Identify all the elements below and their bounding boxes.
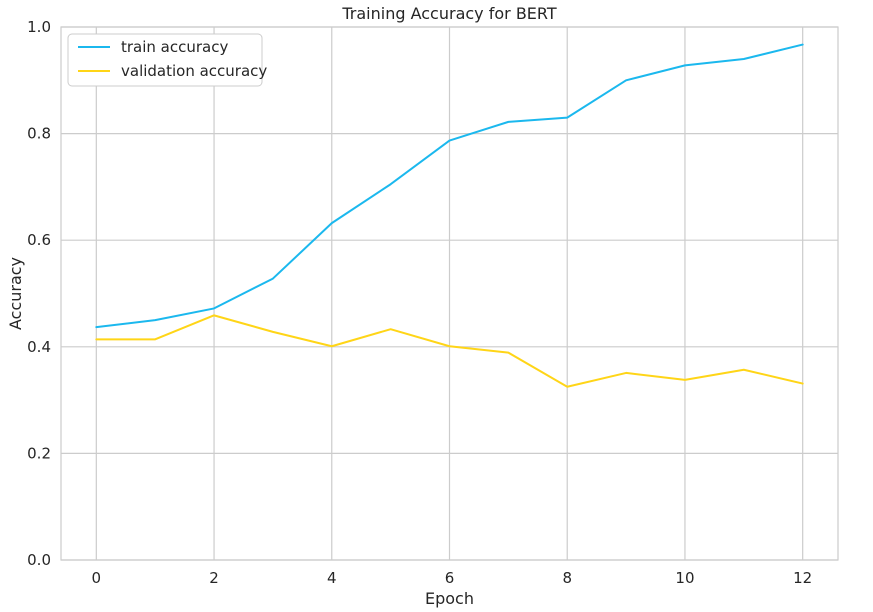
legend-label-validation-accuracy: validation accuracy (121, 62, 267, 80)
series-line-validation-accuracy (95, 314, 804, 388)
x-tick-label: 8 (562, 569, 572, 587)
x-tick-label: 6 (445, 569, 455, 587)
y-tick-label: 0.4 (27, 338, 51, 356)
x-tick-label: 12 (793, 569, 812, 587)
y-tick-label: 0.0 (27, 551, 51, 569)
x-tick-label: 2 (209, 569, 219, 587)
series-line-train-accuracy (95, 43, 804, 329)
tick-labels: 0 2 4 6 8 10 12 0.0 0.2 0.4 0.6 0.8 1.0 (27, 18, 812, 587)
x-tick-label: 4 (327, 569, 337, 587)
x-tick-label: 10 (675, 569, 694, 587)
legend-box (67, 33, 263, 87)
y-tick-label: 0.2 (27, 444, 51, 462)
legend-label-train-accuracy: train accuracy (121, 38, 228, 56)
y-tick-label: 0.6 (27, 231, 51, 249)
chart-title: Training Accuracy for BERT (341, 4, 556, 23)
x-axis-label: Epoch (425, 589, 474, 608)
y-tick-label: 1.0 (27, 18, 51, 36)
series-layer (95, 43, 804, 388)
y-axis-label: Accuracy (6, 257, 25, 330)
legend: train accuracy validation accuracy (67, 33, 267, 87)
y-tick-label: 0.8 (27, 125, 51, 143)
plot-border (60, 26, 839, 561)
x-tick-label: 0 (92, 569, 102, 587)
plot-frame (60, 26, 839, 561)
